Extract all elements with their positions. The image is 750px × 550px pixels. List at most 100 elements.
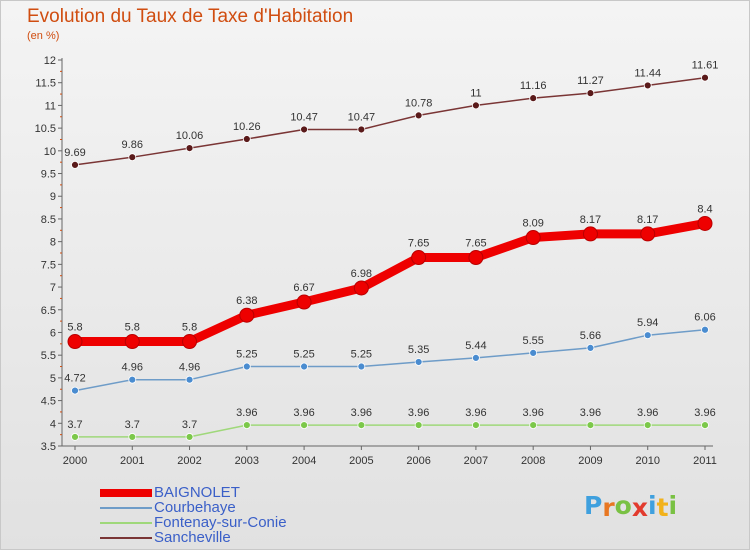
data-label: 11.44 [634,67,661,79]
data-point [472,101,480,110]
x-tick-label: 2006 [406,455,430,467]
data-label: 10.78 [405,97,433,109]
data-label: 5.66 [580,330,601,342]
data-label: 5.55 [522,335,543,347]
x-tick-label: 2011 [693,455,717,467]
x-tick-label: 2001 [120,455,144,467]
series-line-3 [74,76,706,166]
data-label: 8.17 [580,214,601,226]
data-label: 3.96 [351,407,372,419]
data-label: 10.26 [233,121,261,133]
data-label: 3.96 [465,407,486,419]
data-point [242,135,251,143]
data-point [411,250,427,266]
data-point [128,433,137,441]
legend-label: Courbehaye [154,499,236,516]
data-point [185,144,194,152]
data-point [586,421,595,430]
series-line-1 [74,328,706,392]
y-tick-label: 9 [50,191,56,203]
series-line-2 [74,424,706,438]
y-tick-label: 5.5 [41,350,56,362]
x-tick-label: 2000 [63,455,87,467]
data-label: 3.96 [580,407,601,419]
legend-swatch [100,507,152,509]
data-point [71,161,79,169]
x-tick-label: 2010 [635,455,659,467]
data-point [128,153,137,162]
x-tick-label: 2008 [521,455,545,467]
data-point [468,250,484,266]
data-point [185,375,194,384]
data-point [300,421,308,430]
data-point [185,433,194,441]
data-label: 4.72 [64,373,85,385]
y-tick-label: 7 [50,282,56,294]
data-point [239,307,255,323]
data-point [128,375,137,384]
data-point [586,89,595,98]
data-label: 5.25 [236,349,257,361]
data-label: 4.96 [179,362,200,374]
data-label: 3.96 [522,407,543,419]
data-point [71,386,79,395]
data-point [414,111,423,120]
data-point [357,421,366,430]
y-tick-label: 3.5 [41,441,56,453]
data-label: 9.69 [64,147,85,159]
chart-subtitle: (en %) [27,30,60,42]
x-tick-label: 2004 [292,455,316,467]
y-tick-label: 7.5 [41,259,56,271]
series-line-0 [70,218,710,347]
data-label: 8.09 [522,218,543,230]
chart-title: Evolution du Taux de Taxe d'Habitation [27,6,354,27]
y-tick-label: 12 [44,55,56,67]
data-label: 3.7 [67,419,82,431]
data-point [71,433,79,441]
data-point [643,421,652,430]
data-point [643,331,652,340]
data-label: 3.96 [236,407,257,419]
y-tick-label: 6.5 [41,305,56,317]
data-label: 5.8 [182,322,197,334]
data-point [529,94,538,103]
data-point [300,362,308,371]
data-point [242,362,251,371]
proxiti-logo: Proxiti [584,491,678,522]
x-tick-label: 2005 [349,455,373,467]
data-label: 8.4 [697,203,712,215]
legend-label: BAIGNOLET [154,484,240,501]
x-tick-label: 2007 [464,455,488,467]
data-label: 5.8 [67,322,82,334]
legend-label: Fontenay-sur-Conie [154,514,287,531]
data-label: 9.86 [122,139,143,151]
y-tick-label: 4.5 [41,396,56,408]
data-point [357,125,366,134]
y-tick-label: 11.5 [35,78,56,90]
x-tick-label: 2009 [578,455,602,467]
data-point [300,125,308,134]
data-point [414,421,423,430]
data-label: 6.38 [236,295,257,307]
data-label: 6.06 [694,312,715,324]
data-label: 11.16 [520,80,547,92]
data-point [357,362,366,371]
data-point [529,349,538,357]
data-label: 5.25 [293,349,314,361]
data-point [643,81,652,90]
data-point [242,421,251,430]
data-label: 3.96 [408,407,429,419]
y-tick-label: 4 [50,418,56,430]
data-label: 5.8 [125,322,140,334]
data-point [586,344,595,352]
x-tick-label: 2002 [177,455,201,467]
data-point [697,215,713,231]
data-point [353,280,369,296]
data-label: 6.67 [293,282,314,294]
data-label: 5.25 [351,349,372,361]
data-point [640,226,656,242]
data-point [701,325,709,334]
data-point [414,358,423,366]
data-label: 10.47 [290,111,318,123]
